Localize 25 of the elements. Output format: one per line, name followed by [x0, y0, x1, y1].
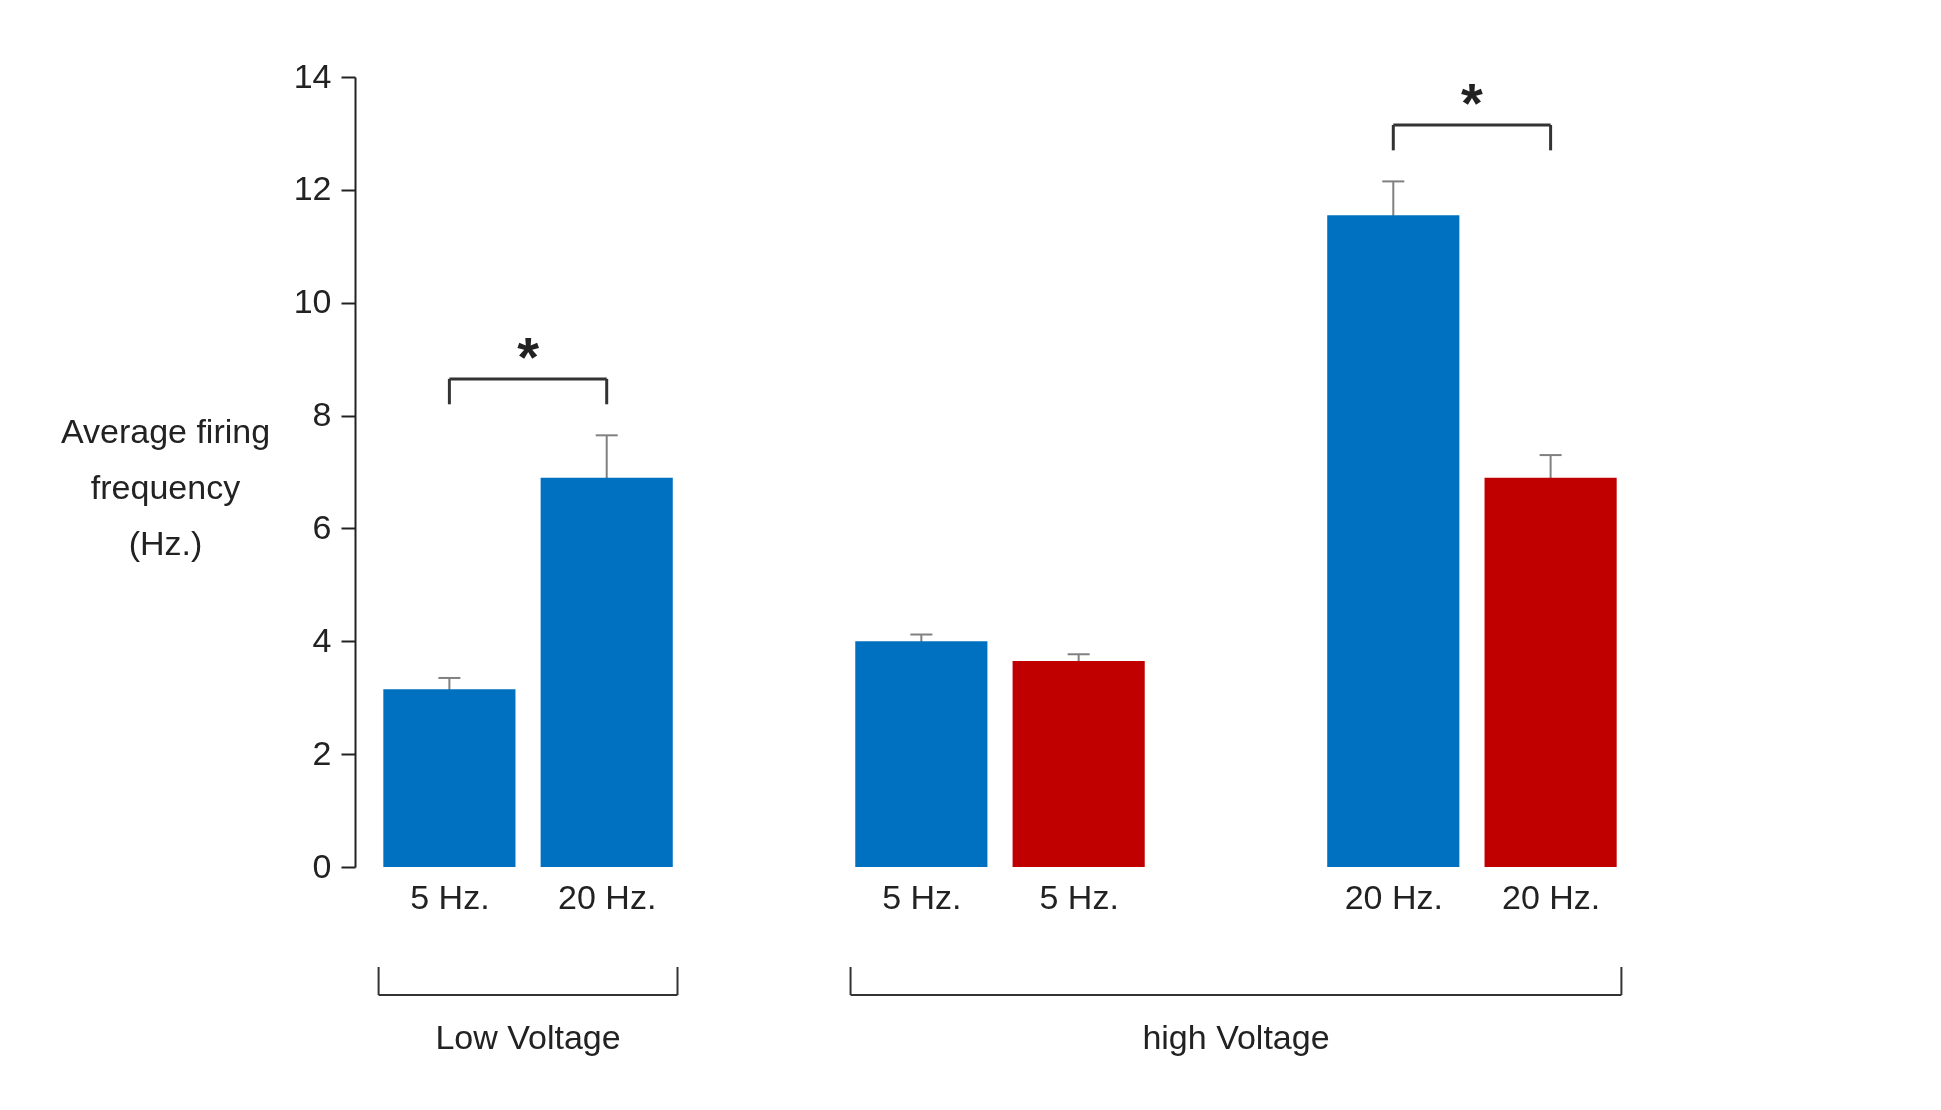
y-tick-label: 14: [293, 56, 332, 95]
x-tick-label: 5 Hz.: [410, 877, 490, 916]
x-tick-label: 20 Hz.: [1344, 877, 1443, 916]
y-tick-label: 0: [312, 846, 332, 885]
x-tick-label: 20 Hz.: [558, 877, 657, 916]
bar: [383, 689, 516, 867]
annotation: *: [1461, 71, 1484, 135]
text: Low Voltage: [435, 1018, 621, 1056]
annotation: *: [517, 325, 540, 389]
bar: [540, 477, 673, 867]
y-tick-label: 12: [293, 169, 332, 208]
x-tick-label: 20 Hz.: [1501, 877, 1601, 916]
y-tick-label: 8: [312, 395, 332, 434]
bar: [1327, 215, 1460, 867]
y-axis-title: Average firing frequency (Hz.): [60, 411, 271, 562]
x-tick-label: 5 Hz.: [1039, 877, 1119, 916]
bar: [855, 641, 988, 867]
y-tick-label: 4: [312, 620, 332, 659]
x-tick-label: 5 Hz.: [882, 877, 962, 916]
y-tick-label: 6: [312, 507, 332, 546]
text: high Voltage: [1142, 1018, 1330, 1056]
bar: [1484, 477, 1617, 867]
y-tick-label: 2: [312, 733, 332, 772]
bar: [1012, 661, 1145, 867]
y-tick-label: 10: [293, 282, 332, 321]
